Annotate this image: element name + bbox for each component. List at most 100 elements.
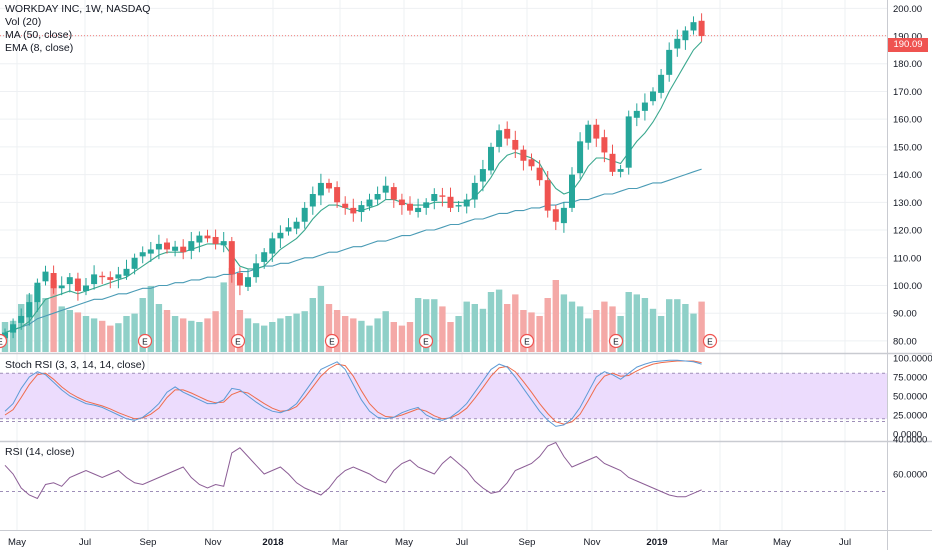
volume-bar	[520, 310, 527, 352]
candle-body	[188, 241, 195, 251]
price-tick-label: 100.00	[893, 281, 922, 292]
volume-bar	[471, 304, 478, 352]
earnings-marker-label: E	[524, 337, 530, 347]
stoch-band	[0, 373, 887, 419]
time-tick-label: Nov	[584, 537, 601, 548]
stoch-rsi-lines	[4, 359, 702, 427]
volume-bar	[374, 318, 381, 352]
volume-bar	[212, 311, 219, 352]
volume-bar	[269, 322, 276, 352]
candle-body	[342, 203, 349, 208]
price-tick-label: 200.00	[893, 4, 922, 15]
stoch-k-line	[4, 359, 702, 427]
candle-body	[690, 22, 697, 31]
earnings-marker	[418, 333, 434, 349]
earnings-marker	[702, 333, 718, 349]
volume-bar	[431, 299, 438, 352]
earnings-marker	[230, 333, 246, 349]
candle-body	[18, 315, 25, 323]
candle-body	[34, 282, 41, 303]
candle-body	[398, 199, 405, 206]
candle-body	[544, 180, 551, 211]
price-tick-label: 90.00	[893, 309, 917, 320]
volume-bar	[180, 318, 187, 352]
volume-bar	[455, 316, 462, 352]
time-tick-label: 2018	[262, 537, 283, 548]
volume-bar	[50, 280, 57, 352]
earnings-markers: EEEEEEEE	[0, 333, 718, 349]
candle-body	[139, 252, 146, 257]
candle-body	[301, 207, 308, 222]
candle-body	[358, 205, 365, 213]
time-tick-label: May	[773, 537, 791, 548]
rsi-tick-label: 40.0000	[893, 435, 927, 446]
candle-body	[447, 196, 454, 208]
rsi-line	[4, 441, 702, 500]
volume-bar	[398, 325, 406, 352]
candle-body	[382, 185, 389, 193]
candle-body	[99, 275, 106, 278]
earnings-marker-label: E	[423, 337, 429, 347]
tick-labels: 80.00 90.00 100.00 110.00 120.00 130.00 140.00…	[8, 4, 932, 548]
volume-bar	[171, 316, 179, 352]
volume-bar	[463, 301, 470, 352]
candle-body	[334, 187, 341, 203]
volume-bar	[649, 308, 657, 352]
candle-body	[423, 202, 430, 208]
volume-bar	[293, 313, 300, 352]
volume-bar	[512, 294, 519, 352]
candle-body	[609, 153, 616, 172]
earnings-marker	[137, 333, 153, 349]
candle-body	[317, 182, 324, 196]
volume-bar	[236, 310, 244, 352]
volume-bar	[285, 316, 292, 352]
volume-bar	[196, 322, 203, 352]
volume-bar	[536, 316, 543, 352]
candle-body	[309, 194, 316, 207]
volume-bar	[99, 320, 106, 352]
time-tick-label: Mar	[332, 537, 348, 548]
volume-bar	[261, 325, 268, 352]
volume-bar	[633, 294, 640, 352]
candle-body	[512, 139, 519, 150]
time-tick-label: May	[395, 537, 413, 548]
candle-body	[26, 302, 33, 318]
candle-body	[147, 249, 154, 254]
volume-bar	[301, 311, 308, 352]
earnings-marker-label: E	[613, 337, 619, 347]
candle-body	[528, 159, 535, 167]
volume-bar	[560, 294, 568, 352]
volume-bar	[504, 304, 511, 352]
stoch-tick-label: 75.0000	[893, 373, 927, 384]
volume-bar	[382, 311, 389, 352]
volume-bar	[568, 301, 576, 352]
candle-body	[496, 130, 503, 147]
candle-body	[601, 137, 608, 153]
main-legend: WORKDAY INC, 1W, NASDAQ Vol (20) MA (50,…	[5, 3, 150, 55]
volume-bar	[123, 316, 130, 352]
candle-body	[164, 242, 170, 250]
earnings-marker	[608, 333, 624, 349]
volume-bar	[115, 323, 122, 352]
indicator-bands	[0, 35, 932, 492]
volume-bar	[690, 313, 697, 352]
time-tick-label: Sep	[519, 537, 536, 548]
legend-ema: EMA (8, close)	[5, 42, 74, 54]
volume-bar	[439, 306, 446, 352]
candle-body	[277, 232, 284, 239]
volume-bar	[666, 299, 673, 352]
stoch-d-line	[4, 360, 702, 425]
candle-body	[625, 116, 632, 168]
stoch-tick-label: 25.0000	[893, 411, 927, 422]
candle-body	[593, 124, 600, 139]
earnings-marker-label: E	[0, 337, 3, 347]
candle-body	[350, 207, 357, 214]
volume-bar	[325, 304, 333, 352]
volume-bar	[147, 286, 154, 352]
time-tick-label: Jul	[839, 537, 851, 548]
time-tick-label: Jul	[79, 537, 91, 548]
candle-body	[196, 235, 203, 243]
volume-bar	[682, 304, 689, 352]
candle-body	[390, 187, 397, 200]
volume-bar	[674, 299, 681, 352]
